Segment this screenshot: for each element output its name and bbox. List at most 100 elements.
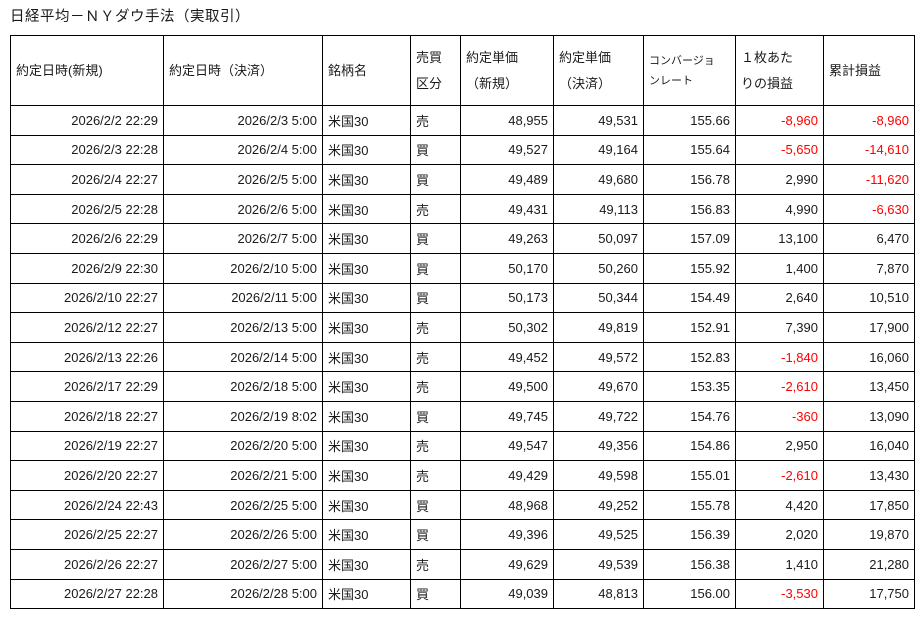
cell-close-price[interactable]: 49,598 (553, 460, 644, 491)
cell-conversion-rate[interactable]: 155.64 (643, 134, 736, 166)
cell-symbol[interactable]: 米国30 (322, 252, 411, 284)
cell-open-datetime[interactable]: 2026/2/27 22:28 (10, 578, 164, 610)
cell-open-datetime[interactable]: 2026/2/13 22:26 (10, 341, 164, 373)
col-header-conversion-rate[interactable]: コンバージョ ンレート (643, 35, 736, 106)
cell-cumulative-pl[interactable]: 17,850 (823, 489, 915, 521)
cell-cumulative-pl[interactable]: 16,040 (823, 430, 915, 462)
col-header-symbol[interactable]: 銘柄名 (322, 35, 411, 106)
cell-conversion-rate[interactable]: 155.92 (643, 252, 736, 284)
cell-unit-pl[interactable]: -2,610 (735, 460, 824, 491)
cell-open-datetime[interactable]: 2026/2/4 22:27 (10, 164, 164, 195)
cell-close-datetime[interactable]: 2026/2/20 5:00 (163, 430, 323, 462)
cell-side[interactable]: 売 (410, 341, 461, 373)
cell-close-price[interactable]: 49,252 (553, 489, 644, 521)
cell-open-datetime[interactable]: 2026/2/19 22:27 (10, 430, 164, 462)
cell-side[interactable]: 買 (410, 489, 461, 521)
cell-unit-pl[interactable]: 2,950 (735, 430, 824, 462)
col-header-close-price[interactable]: 約定単価 （決済） (553, 35, 644, 106)
cell-unit-pl[interactable]: 2,020 (735, 519, 824, 550)
cell-symbol[interactable]: 米国30 (322, 400, 411, 432)
cell-cumulative-pl[interactable]: 7,870 (823, 252, 915, 284)
cell-cumulative-pl[interactable]: 17,750 (823, 578, 915, 610)
cell-unit-pl[interactable]: 1,410 (735, 548, 824, 580)
cell-open-price[interactable]: 49,431 (460, 193, 554, 225)
cell-open-price[interactable]: 49,547 (460, 430, 554, 462)
cell-open-price[interactable]: 50,170 (460, 252, 554, 284)
cell-close-datetime[interactable]: 2026/2/4 5:00 (163, 134, 323, 166)
cell-open-price[interactable]: 49,452 (460, 341, 554, 373)
cell-close-datetime[interactable]: 2026/2/25 5:00 (163, 489, 323, 521)
cell-open-datetime[interactable]: 2026/2/9 22:30 (10, 252, 164, 284)
cell-conversion-rate[interactable]: 153.35 (643, 371, 736, 402)
cell-symbol[interactable]: 米国30 (322, 193, 411, 225)
cell-side[interactable]: 売 (410, 105, 461, 136)
cell-side[interactable]: 売 (410, 430, 461, 462)
cell-conversion-rate[interactable]: 156.00 (643, 578, 736, 610)
cell-unit-pl[interactable]: 2,990 (735, 164, 824, 195)
cell-side[interactable]: 売 (410, 312, 461, 343)
cell-open-price[interactable]: 50,173 (460, 282, 554, 314)
cell-cumulative-pl[interactable]: 13,430 (823, 460, 915, 491)
cell-symbol[interactable]: 米国30 (322, 519, 411, 550)
cell-symbol[interactable]: 米国30 (322, 282, 411, 314)
col-header-unit-pl[interactable]: １枚あた りの損益 (735, 35, 824, 106)
cell-side[interactable]: 買 (410, 282, 461, 314)
cell-open-datetime[interactable]: 2026/2/12 22:27 (10, 312, 164, 343)
col-header-open-datetime[interactable]: 約定日時(新規) (10, 35, 164, 106)
cell-open-price[interactable]: 49,629 (460, 548, 554, 580)
cell-symbol[interactable]: 米国30 (322, 341, 411, 373)
cell-symbol[interactable]: 米国30 (322, 489, 411, 521)
cell-close-price[interactable]: 49,531 (553, 105, 644, 136)
cell-side[interactable]: 買 (410, 400, 461, 432)
cell-unit-pl[interactable]: -8,960 (735, 105, 824, 136)
cell-conversion-rate[interactable]: 156.38 (643, 548, 736, 580)
cell-open-datetime[interactable]: 2026/2/5 22:28 (10, 193, 164, 225)
cell-cumulative-pl[interactable]: 16,060 (823, 341, 915, 373)
cell-close-price[interactable]: 49,164 (553, 134, 644, 166)
cell-unit-pl[interactable]: -3,530 (735, 578, 824, 610)
cell-close-datetime[interactable]: 2026/2/26 5:00 (163, 519, 323, 550)
col-header-close-datetime[interactable]: 約定日時（決済） (163, 35, 323, 106)
cell-conversion-rate[interactable]: 154.86 (643, 430, 736, 462)
cell-close-datetime[interactable]: 2026/2/13 5:00 (163, 312, 323, 343)
cell-side[interactable]: 買 (410, 164, 461, 195)
cell-side[interactable]: 買 (410, 578, 461, 610)
cell-close-datetime[interactable]: 2026/2/10 5:00 (163, 252, 323, 284)
cell-conversion-rate[interactable]: 156.83 (643, 193, 736, 225)
cell-close-price[interactable]: 49,722 (553, 400, 644, 432)
cell-close-price[interactable]: 50,260 (553, 252, 644, 284)
cell-unit-pl[interactable]: 4,420 (735, 489, 824, 521)
cell-unit-pl[interactable]: 13,100 (735, 223, 824, 254)
cell-close-datetime[interactable]: 2026/2/14 5:00 (163, 341, 323, 373)
cell-open-datetime[interactable]: 2026/2/20 22:27 (10, 460, 164, 491)
cell-close-datetime[interactable]: 2026/2/28 5:00 (163, 578, 323, 610)
cell-unit-pl[interactable]: -1,840 (735, 341, 824, 373)
cell-side[interactable]: 売 (410, 460, 461, 491)
cell-side[interactable]: 買 (410, 134, 461, 166)
cell-cumulative-pl[interactable]: -6,630 (823, 193, 915, 225)
cell-close-datetime[interactable]: 2026/2/6 5:00 (163, 193, 323, 225)
cell-cumulative-pl[interactable]: -11,620 (823, 164, 915, 195)
cell-open-datetime[interactable]: 2026/2/26 22:27 (10, 548, 164, 580)
cell-conversion-rate[interactable]: 155.66 (643, 105, 736, 136)
cell-open-price[interactable]: 49,489 (460, 164, 554, 195)
cell-close-price[interactable]: 49,680 (553, 164, 644, 195)
cell-conversion-rate[interactable]: 154.49 (643, 282, 736, 314)
cell-side[interactable]: 買 (410, 223, 461, 254)
cell-conversion-rate[interactable]: 156.39 (643, 519, 736, 550)
cell-close-price[interactable]: 49,670 (553, 371, 644, 402)
cell-open-datetime[interactable]: 2026/2/2 22:29 (10, 105, 164, 136)
cell-open-price[interactable]: 49,263 (460, 223, 554, 254)
cell-symbol[interactable]: 米国30 (322, 430, 411, 462)
cell-close-datetime[interactable]: 2026/2/21 5:00 (163, 460, 323, 491)
cell-open-price[interactable]: 49,396 (460, 519, 554, 550)
cell-close-datetime[interactable]: 2026/2/7 5:00 (163, 223, 323, 254)
cell-symbol[interactable]: 米国30 (322, 312, 411, 343)
cell-open-price[interactable]: 49,039 (460, 578, 554, 610)
cell-conversion-rate[interactable]: 155.01 (643, 460, 736, 491)
cell-symbol[interactable]: 米国30 (322, 460, 411, 491)
col-header-cumulative-pl[interactable]: 累計損益 (823, 35, 915, 106)
cell-cumulative-pl[interactable]: 10,510 (823, 282, 915, 314)
cell-close-price[interactable]: 49,572 (553, 341, 644, 373)
cell-conversion-rate[interactable]: 154.76 (643, 400, 736, 432)
